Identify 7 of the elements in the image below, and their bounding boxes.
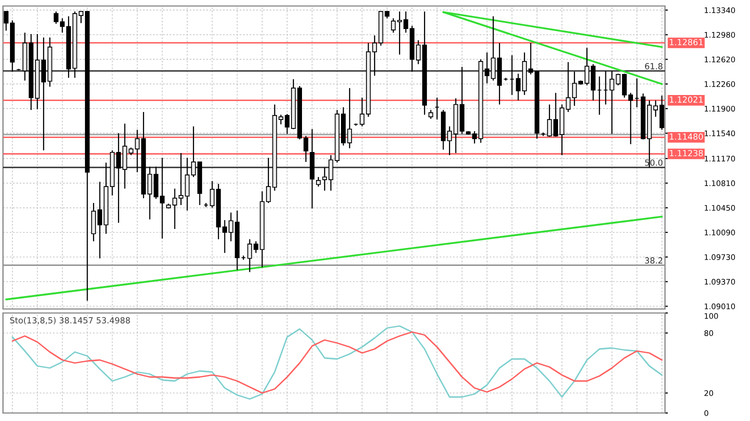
ref-line-label: 1.11238	[670, 150, 703, 156]
ref-line-label: 1.12861	[670, 38, 703, 46]
annotation: 61.8	[645, 63, 662, 70]
annotation: 38.2	[645, 257, 662, 264]
ref-line-label: 1.12021	[670, 96, 703, 103]
chart-title: Sto(13,8,5) 38.1457 53.4988	[10, 317, 130, 324]
ref-line-label: 1.11480	[670, 133, 703, 140]
